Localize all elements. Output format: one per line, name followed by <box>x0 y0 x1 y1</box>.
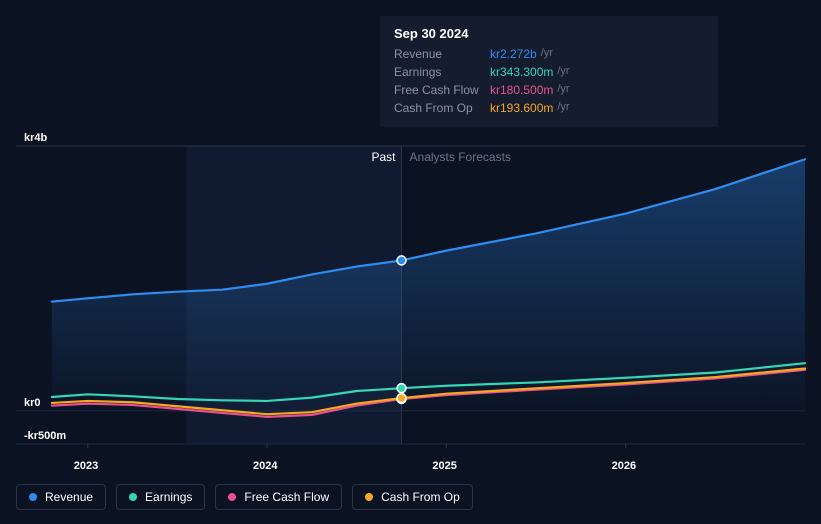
tooltip-row: Free Cash Flowkr180.500m/yr <box>394 81 704 99</box>
tooltip-value: kr343.300m <box>490 63 553 81</box>
x-axis-label: 2023 <box>74 460 98 472</box>
marker-revenue <box>397 256 406 265</box>
tooltip-value: kr193.600m <box>490 99 553 117</box>
x-axis-label: 2026 <box>612 460 636 472</box>
x-axis-label: 2025 <box>432 460 456 472</box>
legend-dot-icon <box>228 493 236 501</box>
legend-dot-icon <box>365 493 373 501</box>
legend-item-earnings[interactable]: Earnings <box>116 484 205 510</box>
tooltip-row: Earningskr343.300m/yr <box>394 63 704 81</box>
legend-dot-icon <box>129 493 137 501</box>
marker-earnings <box>397 384 406 393</box>
forecast-label: Analysts Forecasts <box>410 150 511 164</box>
chart-legend: Revenue Earnings Free Cash Flow Cash From O… <box>16 484 473 510</box>
tooltip-label: Cash From Op <box>394 99 490 117</box>
tooltip-label: Earnings <box>394 63 490 81</box>
legend-label: Free Cash Flow <box>244 490 329 504</box>
tooltip-value: kr2.272b <box>490 45 537 63</box>
past-label: Past <box>186 150 395 164</box>
tooltip-label: Free Cash Flow <box>394 81 490 99</box>
tooltip-unit: /yr <box>557 63 569 81</box>
legend-item-free-cash-flow[interactable]: Free Cash Flow <box>215 484 342 510</box>
tooltip-unit: /yr <box>541 45 553 63</box>
x-axis-label: 2024 <box>253 460 277 472</box>
tooltip-unit: /yr <box>557 99 569 117</box>
y-axis-label: -kr500m <box>24 430 66 442</box>
tooltip-row: Cash From Opkr193.600m/yr <box>394 99 704 117</box>
tooltip-value: kr180.500m <box>490 81 553 99</box>
tooltip-label: Revenue <box>394 45 490 63</box>
legend-label: Cash From Op <box>381 490 460 504</box>
legend-item-cash-from-op[interactable]: Cash From Op <box>352 484 473 510</box>
tooltip-date: Sep 30 2024 <box>394 26 704 41</box>
legend-item-revenue[interactable]: Revenue <box>16 484 106 510</box>
y-axis-label: kr0 <box>24 397 41 409</box>
tooltip-unit: /yr <box>557 81 569 99</box>
legend-label: Revenue <box>45 490 93 504</box>
legend-label: Earnings <box>145 490 192 504</box>
tooltip-row: Revenuekr2.272b/yr <box>394 45 704 63</box>
y-axis-label: kr4b <box>24 132 47 144</box>
marker-cash-from-op <box>397 394 406 403</box>
chart-tooltip: Sep 30 2024 Revenuekr2.272b/yrEarningskr… <box>380 16 718 127</box>
legend-dot-icon <box>29 493 37 501</box>
